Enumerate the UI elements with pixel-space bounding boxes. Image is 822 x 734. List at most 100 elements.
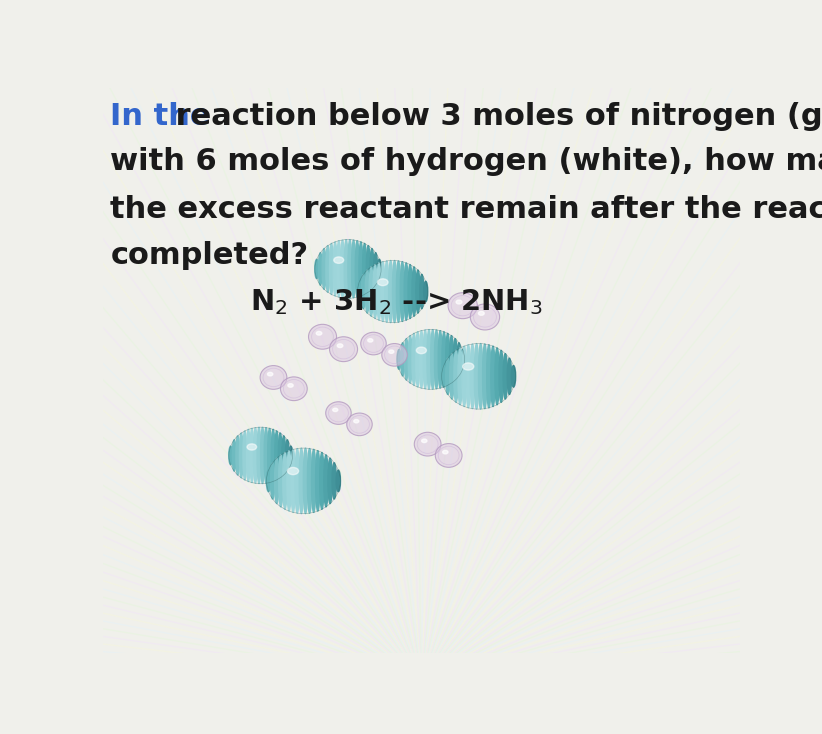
Circle shape bbox=[260, 366, 287, 389]
Ellipse shape bbox=[511, 366, 515, 387]
Ellipse shape bbox=[299, 448, 303, 514]
Ellipse shape bbox=[441, 366, 446, 387]
Ellipse shape bbox=[446, 358, 450, 394]
Ellipse shape bbox=[333, 242, 337, 296]
Circle shape bbox=[326, 401, 351, 424]
Circle shape bbox=[308, 324, 336, 349]
Ellipse shape bbox=[326, 246, 330, 292]
Ellipse shape bbox=[261, 427, 265, 484]
Ellipse shape bbox=[352, 240, 355, 298]
Ellipse shape bbox=[367, 338, 373, 342]
Circle shape bbox=[280, 377, 307, 401]
Ellipse shape bbox=[466, 345, 470, 408]
Text: completed?: completed? bbox=[110, 241, 308, 269]
Ellipse shape bbox=[315, 259, 319, 279]
Ellipse shape bbox=[416, 270, 420, 313]
Ellipse shape bbox=[362, 275, 366, 309]
Ellipse shape bbox=[370, 249, 374, 289]
Ellipse shape bbox=[322, 249, 326, 289]
Ellipse shape bbox=[373, 265, 377, 319]
Ellipse shape bbox=[358, 281, 362, 302]
Ellipse shape bbox=[400, 262, 404, 321]
Ellipse shape bbox=[499, 350, 503, 402]
Circle shape bbox=[448, 293, 478, 319]
Ellipse shape bbox=[423, 330, 427, 389]
Ellipse shape bbox=[268, 429, 271, 482]
Ellipse shape bbox=[316, 451, 320, 511]
Ellipse shape bbox=[503, 354, 507, 399]
Ellipse shape bbox=[374, 252, 377, 286]
Ellipse shape bbox=[474, 344, 478, 409]
Ellipse shape bbox=[478, 344, 483, 409]
Ellipse shape bbox=[288, 468, 298, 475]
Ellipse shape bbox=[367, 246, 370, 292]
Ellipse shape bbox=[412, 267, 416, 316]
Ellipse shape bbox=[431, 330, 435, 389]
Ellipse shape bbox=[404, 263, 409, 320]
Ellipse shape bbox=[348, 239, 352, 298]
Circle shape bbox=[470, 304, 500, 330]
Ellipse shape bbox=[266, 470, 270, 492]
Ellipse shape bbox=[409, 335, 412, 383]
Text: In the: In the bbox=[110, 102, 211, 131]
Ellipse shape bbox=[295, 448, 299, 513]
Ellipse shape bbox=[381, 262, 385, 321]
Ellipse shape bbox=[320, 452, 324, 509]
Ellipse shape bbox=[400, 343, 404, 376]
Ellipse shape bbox=[344, 239, 348, 298]
Ellipse shape bbox=[446, 333, 450, 385]
Ellipse shape bbox=[408, 265, 412, 319]
Ellipse shape bbox=[271, 429, 275, 482]
Ellipse shape bbox=[359, 242, 363, 296]
Ellipse shape bbox=[340, 240, 344, 298]
Ellipse shape bbox=[264, 428, 268, 483]
Ellipse shape bbox=[487, 345, 491, 408]
Ellipse shape bbox=[377, 259, 381, 279]
Text: N$_2$ + 3H$_2$ --> 2NH$_3$: N$_2$ + 3H$_2$ --> 2NH$_3$ bbox=[250, 287, 542, 317]
Ellipse shape bbox=[289, 446, 293, 465]
Ellipse shape bbox=[450, 354, 454, 399]
Ellipse shape bbox=[330, 244, 334, 294]
Ellipse shape bbox=[453, 338, 457, 380]
Ellipse shape bbox=[318, 252, 322, 286]
Ellipse shape bbox=[396, 261, 400, 322]
Ellipse shape bbox=[416, 332, 420, 387]
Ellipse shape bbox=[337, 344, 343, 348]
Ellipse shape bbox=[385, 261, 389, 322]
Ellipse shape bbox=[393, 261, 396, 322]
Ellipse shape bbox=[337, 241, 341, 297]
Ellipse shape bbox=[285, 440, 289, 471]
Ellipse shape bbox=[389, 350, 394, 353]
Ellipse shape bbox=[458, 348, 462, 404]
Ellipse shape bbox=[470, 344, 474, 409]
Ellipse shape bbox=[457, 343, 461, 376]
Ellipse shape bbox=[267, 372, 273, 376]
Ellipse shape bbox=[353, 420, 359, 423]
Ellipse shape bbox=[236, 436, 239, 475]
Ellipse shape bbox=[328, 458, 332, 504]
Ellipse shape bbox=[283, 452, 287, 509]
Ellipse shape bbox=[456, 300, 462, 304]
Ellipse shape bbox=[250, 429, 254, 482]
Ellipse shape bbox=[279, 455, 283, 507]
Ellipse shape bbox=[291, 449, 295, 512]
Ellipse shape bbox=[404, 338, 409, 380]
Ellipse shape bbox=[257, 427, 261, 484]
Ellipse shape bbox=[233, 440, 236, 471]
Ellipse shape bbox=[247, 429, 250, 482]
Ellipse shape bbox=[377, 263, 381, 320]
Ellipse shape bbox=[507, 358, 511, 394]
Ellipse shape bbox=[275, 458, 279, 504]
Ellipse shape bbox=[243, 431, 247, 480]
Ellipse shape bbox=[282, 436, 285, 475]
Ellipse shape bbox=[397, 349, 401, 369]
Text: the excess reactant remain after the reaction is: the excess reactant remain after the rea… bbox=[110, 195, 822, 225]
Ellipse shape bbox=[332, 462, 336, 499]
Ellipse shape bbox=[483, 344, 487, 409]
Text: reaction below 3 moles of nitrogen (green) react: reaction below 3 moles of nitrogen (gree… bbox=[164, 102, 822, 131]
Circle shape bbox=[361, 333, 386, 355]
Ellipse shape bbox=[365, 270, 369, 313]
Ellipse shape bbox=[334, 257, 344, 264]
Circle shape bbox=[381, 344, 407, 366]
Ellipse shape bbox=[279, 433, 282, 478]
